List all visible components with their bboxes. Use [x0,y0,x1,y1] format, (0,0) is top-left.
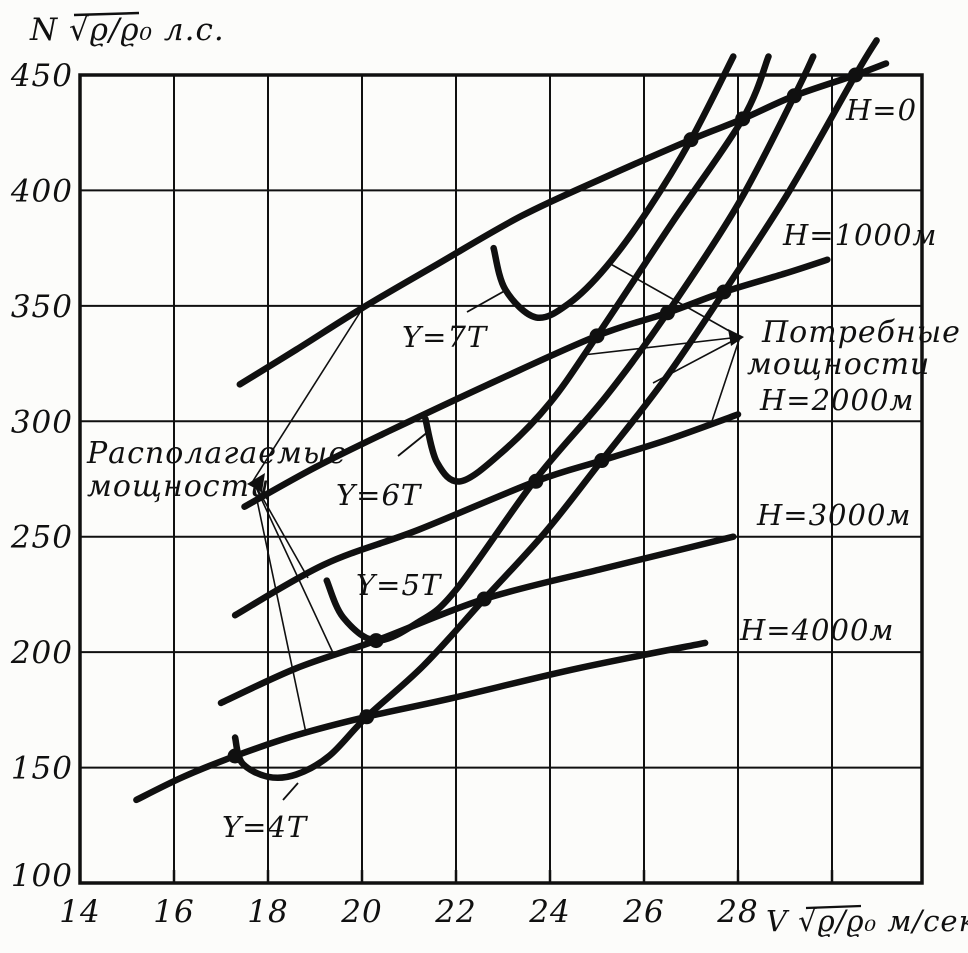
y-tick-label-200: 200 [10,635,73,671]
y-tick-label-250: 250 [10,520,73,556]
available-power-curve-h1000 [241,256,831,510]
curve-label-h1000: H=1000м [782,218,937,252]
intersection-dot-4 [589,328,605,344]
intersection-dots [227,67,863,764]
curve-label-leader-y7t [466,288,509,313]
intersection-dot-10 [476,591,492,607]
intersection-dot-12 [359,709,375,725]
curve-label-h2000: H=2000м [759,383,914,417]
available-power-curve-h2000 [231,411,742,619]
callout-required-powers-line2: мощности [747,347,930,382]
y-title-vinculum [73,11,140,17]
x-title-vinculum [805,904,862,910]
leader-arrowhead-icon [728,329,744,346]
curve-label-h3000: H=3000м [756,498,911,532]
y-tick-label-400: 400 [10,173,73,209]
y-tick-label-300: 300 [11,404,73,440]
callout-available-powers-line2: мощности [87,469,270,504]
leader-line [582,336,741,356]
intersection-dot-0 [683,132,699,148]
leader-line [709,336,741,428]
intersection-dot-11 [227,748,243,764]
x-tick-label-22: 22 [434,894,476,930]
intersection-dot-2 [786,88,802,104]
x-tick-label-20: 20 [340,894,382,930]
intersection-dot-6 [716,284,732,300]
curve-label-h4000: H=4000м [739,613,894,647]
curve-label-leader-y4t [282,782,299,801]
y-axis-title: N √ϱ/ϱ₀ л.с. [29,11,225,48]
leader-line [252,480,307,734]
curve-label-y5t: Y=5T [356,568,443,602]
plot-border [78,73,924,885]
y-tick-label-150: 150 [11,751,73,787]
y-tick-label-100: 100 [11,858,73,894]
curve-label-y7t: Y=7T [402,320,489,354]
intersection-dot-7 [528,473,544,489]
intersection-dot-8 [594,453,610,469]
curve-label-leader-y6t [397,430,430,457]
callout-available-powers-line1: Располагаемые [86,436,347,471]
x-tick-label-28: 28 [716,894,758,930]
x-axis-ticks [172,870,834,883]
intersection-dot-5 [660,305,675,321]
x-tick-label-14: 14 [59,894,100,930]
y-tick-label-450: 450 [10,58,73,94]
intersection-dot-3 [848,67,863,83]
x-tick-label-24: 24 [528,894,570,930]
x-tick-label-26: 26 [622,894,664,930]
available-power-curve-h0 [236,60,890,388]
curve-label-h0: H=0 [845,93,917,127]
intersection-dot-9 [368,633,384,649]
intersection-dot-1 [735,111,751,127]
x-axis-title: V √ϱ/ϱ₀ м/сек [766,904,968,938]
curve-label-y4t: Y=4T [222,810,309,844]
curve-label-y6t: Y=6T [336,478,423,512]
y-tick-label-350: 350 [11,289,73,325]
x-axis-title-text: V √ϱ/ϱ₀ м/сек [766,904,968,938]
y-axis-title-text: N √ϱ/ϱ₀ л.с. [29,12,225,48]
required-power-curve-y4t [231,37,880,782]
x-tick-labels: 14 16 18 20 22 24 26 28 [59,894,758,930]
required-power-curve-y6t [422,53,772,485]
leader-line [252,302,367,482]
callout-required-powers-line1: Потребные [761,315,961,350]
grid [80,75,922,883]
leader-line [252,480,335,656]
y-tick-labels: 450 400 350 300 250 200 150 100 [10,58,73,894]
x-tick-label-16: 16 [153,894,194,930]
leader-arrowhead-icon [247,473,265,492]
x-tick-label-18: 18 [247,894,288,930]
